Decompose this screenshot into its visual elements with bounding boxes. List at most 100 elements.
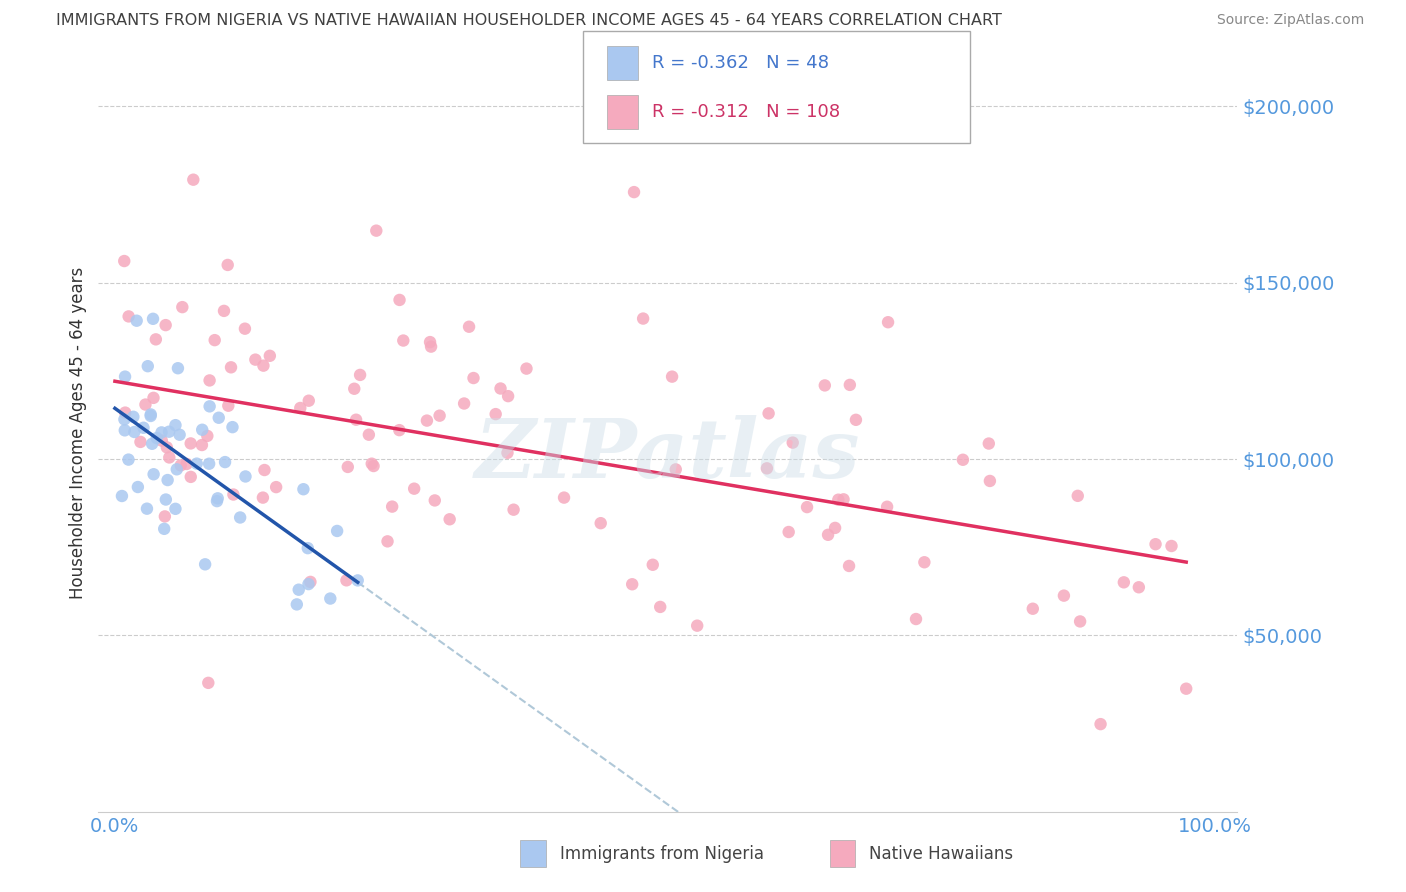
Text: Native Hawaiians: Native Hawaiians [869,845,1014,863]
Point [755,461,778,475]
Point [156,440,179,454]
Point [166,462,188,476]
Point [346,574,368,588]
Point [198,400,221,414]
Point [290,401,312,415]
Point [489,382,512,396]
Point [778,524,800,539]
Point [235,469,257,483]
Point [153,509,176,524]
Point [112,412,135,426]
Point [221,420,243,434]
Point [1022,601,1045,615]
Point [388,293,411,307]
Text: R = -0.362   N = 48: R = -0.362 N = 48 [652,54,830,72]
Point [207,491,229,506]
Point [758,406,780,420]
Point [496,446,519,460]
Point [979,474,1001,488]
Point [117,310,139,324]
Point [496,389,519,403]
Point [912,555,935,569]
Point [142,391,165,405]
Point [366,224,388,238]
Point [817,528,839,542]
Point [229,510,252,524]
Point [136,359,159,374]
Point [165,418,187,433]
Point [357,427,380,442]
Point [253,463,276,477]
Point [197,676,219,690]
Point [204,333,226,347]
Point [782,435,804,450]
Point [142,467,165,482]
Point [208,410,231,425]
Point [180,470,202,484]
Point [458,319,481,334]
Point [502,502,524,516]
Point [297,577,319,591]
Point [589,516,612,531]
Point [142,311,165,326]
Point [621,577,644,591]
Point [827,492,849,507]
Point [349,368,371,382]
Point [169,427,191,442]
Point [191,423,214,437]
Point [392,334,415,348]
Point [176,457,198,471]
Point [360,457,382,471]
Point [167,361,190,376]
Point [1144,537,1167,551]
Point [796,500,818,514]
Point [1090,717,1112,731]
Point [170,458,193,473]
Point [1175,681,1198,696]
Point [1128,580,1150,594]
Point [139,409,162,423]
Point [287,582,309,597]
Point [222,487,245,501]
Point [146,431,169,445]
Text: Immigrants from Nigeria: Immigrants from Nigeria [560,845,763,863]
Point [1053,589,1076,603]
Point [117,452,139,467]
Point [420,340,443,354]
Point [977,436,1000,450]
Point [141,437,163,451]
Point [631,311,654,326]
Point [155,318,177,332]
Point [686,618,709,632]
Point [388,423,411,437]
Point [198,457,221,471]
Point [205,494,228,508]
Point [186,457,208,471]
Point [335,574,357,588]
Point [298,393,321,408]
Point [832,492,855,507]
Point [114,423,136,437]
Point [112,254,135,268]
Point [377,534,399,549]
Point [344,413,367,427]
Point [453,396,475,410]
Point [665,462,688,476]
Point [129,434,152,449]
Point [641,558,664,572]
Point [252,359,274,373]
Point [245,352,267,367]
Point [219,360,242,375]
Point [553,491,575,505]
Point [124,425,146,439]
Point [153,522,176,536]
Point [264,480,287,494]
Y-axis label: Householder Income Ages 45 - 64 years: Householder Income Ages 45 - 64 years [69,267,87,599]
Point [838,377,860,392]
Point [217,258,239,272]
Point [155,492,177,507]
Point [114,369,136,384]
Point [157,450,180,465]
Point [150,425,173,440]
Point [416,414,439,428]
